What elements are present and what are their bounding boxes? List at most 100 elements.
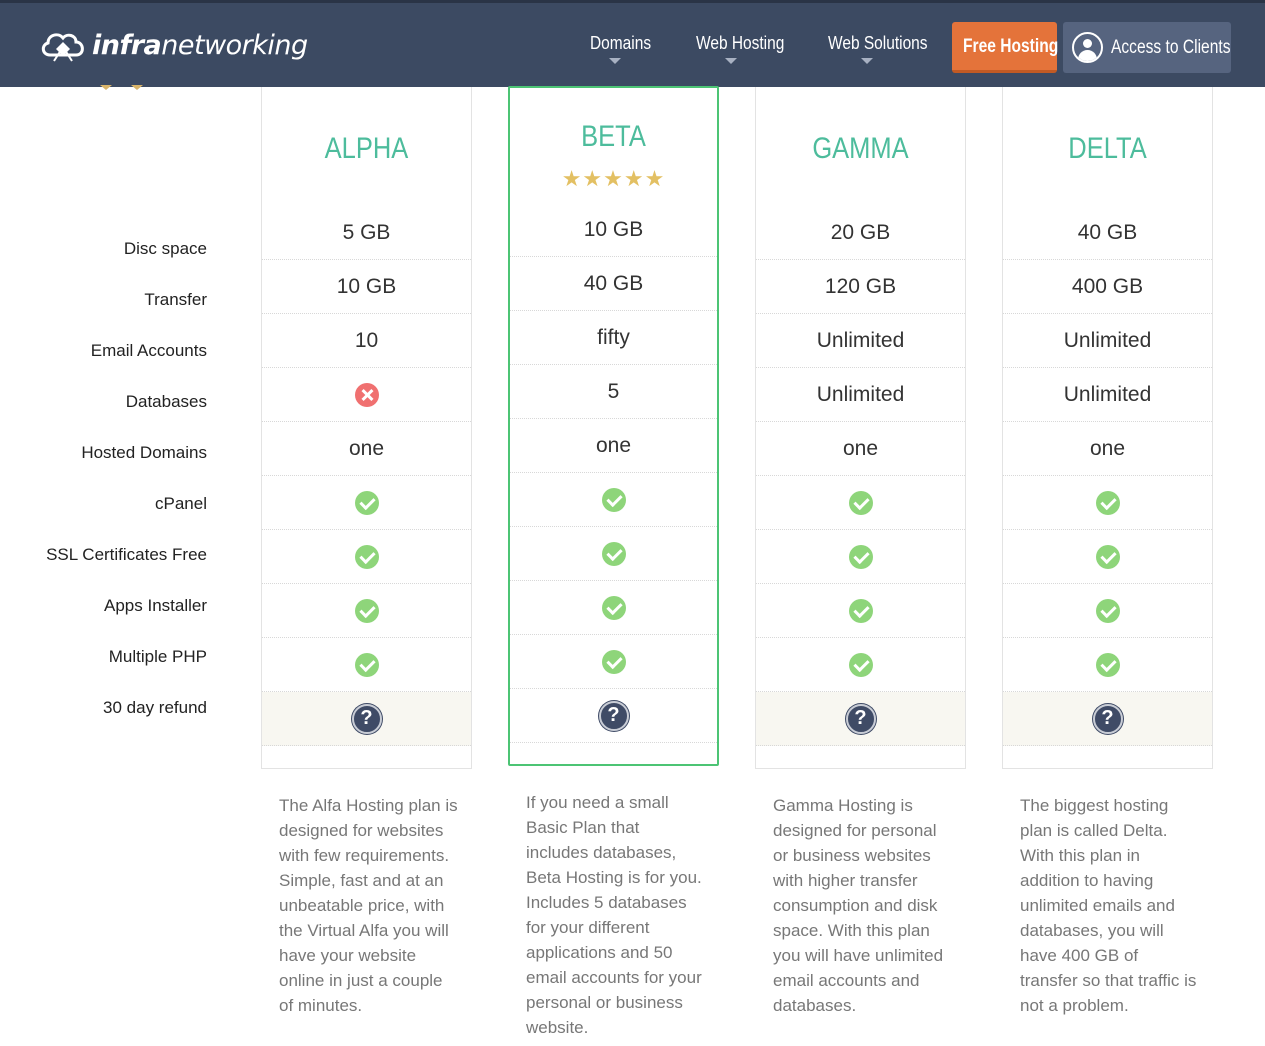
cell-ssl (1003, 530, 1212, 584)
access-clients-button[interactable]: Access to Clients (1063, 22, 1231, 73)
plan-description-beta: If you need a small Basic Plan that incl… (526, 793, 702, 1037)
check-icon (1095, 652, 1120, 677)
nav-web-hosting[interactable]: Web Hosting (696, 33, 785, 53)
cell-ssl (756, 530, 965, 584)
feature-label-transfer: Transfer (144, 290, 207, 309)
chevron-down-icon (861, 58, 873, 64)
plan-column-delta: DELTA 40 GB 400 GB Unlimited Unlimited o… (1002, 87, 1213, 769)
check-icon (601, 541, 626, 566)
check-icon (354, 598, 379, 623)
check-icon (601, 649, 626, 674)
cell-apps (262, 584, 471, 638)
cell-refund: ? (510, 689, 717, 743)
plan-title: DELTA (1068, 132, 1147, 165)
chevron-down-icon (609, 58, 621, 64)
plan-description-delta: The biggest hosting plan is called Delta… (1020, 796, 1197, 1015)
plan-title: GAMMA (812, 132, 909, 165)
cloud-logo-icon (41, 33, 84, 62)
plan-column-alpha: ALPHA 5 GB 10 GB 10 one ? (261, 87, 472, 769)
check-icon (1095, 544, 1120, 569)
free-hosting-label: Free Hosting (963, 36, 1059, 57)
star-fragment-icon (131, 85, 143, 90)
plan-description-alpha: The Alfa Hosting plan is designed for we… (279, 796, 458, 1015)
access-clients-label: Access to Clients (1111, 37, 1231, 58)
check-icon (1095, 598, 1120, 623)
cell-databases: 5 (510, 365, 717, 419)
feature-label-hosted-domains: Hosted Domains (81, 443, 207, 462)
check-icon (848, 598, 873, 623)
feature-label-disc-space: Disc space (123, 239, 207, 258)
plan-title: ALPHA (324, 132, 409, 165)
cell-refund: ? (756, 692, 965, 746)
cell-databases: Unlimited (756, 368, 965, 422)
cell-disc-space: 10 GB (510, 203, 717, 257)
check-icon (848, 652, 873, 677)
cell-refund: ? (1003, 692, 1212, 746)
cell-email: fifty (510, 311, 717, 365)
cell-apps (1003, 584, 1212, 638)
cell-transfer: 400 GB (1003, 260, 1212, 314)
cell-ssl (510, 527, 717, 581)
check-icon (1095, 490, 1120, 515)
cell-refund: ? (262, 692, 471, 746)
cell-cpanel (1003, 476, 1212, 530)
check-icon (848, 490, 873, 515)
cell-php (510, 635, 717, 689)
cell-cpanel (510, 473, 717, 527)
check-icon (601, 487, 626, 512)
cell-php (1003, 638, 1212, 692)
cell-databases (262, 368, 471, 422)
cell-apps (510, 581, 717, 635)
feature-label-cpanel: cPanel (155, 494, 207, 513)
question-icon[interactable]: ? (845, 703, 876, 734)
question-icon[interactable]: ? (598, 700, 629, 731)
question-icon[interactable]: ? (351, 703, 382, 734)
star-fragment-icon (100, 85, 112, 90)
cell-cpanel (756, 476, 965, 530)
site-logo[interactable]: infranetworking (38, 25, 308, 65)
feature-label-multiple-php: Multiple PHP (108, 647, 207, 666)
cell-domains: one (756, 422, 965, 476)
cell-transfer: 10 GB (262, 260, 471, 314)
plan-description-gamma: Gamma Hosting is designed for personal o… (773, 796, 944, 1015)
nav-web-solutions[interactable]: Web Solutions (828, 33, 928, 53)
cell-php (756, 638, 965, 692)
plan-column-beta: BETA ★★★★★ 10 GB 40 GB fifty 5 one ? (508, 86, 719, 766)
cell-disc-space: 40 GB (1003, 206, 1212, 260)
feature-label-apps-installer: Apps Installer (104, 596, 207, 615)
feature-label-ssl: SSL Certificates Free (46, 545, 207, 564)
top-navigation-bar: infranetworking Domains Web Hosting Web … (0, 0, 1265, 87)
nav-domains[interactable]: Domains (590, 33, 652, 53)
check-icon (354, 544, 379, 569)
cell-cpanel (262, 476, 471, 530)
cell-disc-space: 20 GB (756, 206, 965, 260)
cell-email: Unlimited (1003, 314, 1212, 368)
chevron-down-icon (725, 58, 737, 64)
cell-apps (756, 584, 965, 638)
plan-title: BETA (581, 120, 646, 153)
cell-databases: Unlimited (1003, 368, 1212, 422)
feature-label-databases: Databases (125, 392, 207, 411)
check-icon (601, 595, 626, 620)
check-icon (354, 652, 379, 677)
cell-email: 10 (262, 314, 471, 368)
check-icon (848, 544, 873, 569)
free-hosting-button[interactable]: Free Hosting (952, 22, 1059, 73)
logo-text: infranetworking (92, 29, 308, 61)
cell-domains: one (510, 419, 717, 473)
feature-label-email-accounts: Email Accounts (90, 341, 207, 360)
feature-label-refund: 30 day refund (103, 698, 207, 717)
user-icon (1072, 32, 1103, 63)
cell-transfer: 120 GB (756, 260, 965, 314)
check-icon (354, 490, 379, 515)
star-rating-icon: ★★★★★ (561, 166, 666, 191)
question-icon[interactable]: ? (1092, 703, 1123, 734)
cell-domains: one (1003, 422, 1212, 476)
plan-column-gamma: GAMMA 20 GB 120 GB Unlimited Unlimited o… (755, 87, 966, 769)
cell-disc-space: 5 GB (262, 206, 471, 260)
cross-icon (354, 382, 379, 407)
cell-transfer: 40 GB (510, 257, 717, 311)
cell-email: Unlimited (756, 314, 965, 368)
cell-ssl (262, 530, 471, 584)
cell-domains: one (262, 422, 471, 476)
